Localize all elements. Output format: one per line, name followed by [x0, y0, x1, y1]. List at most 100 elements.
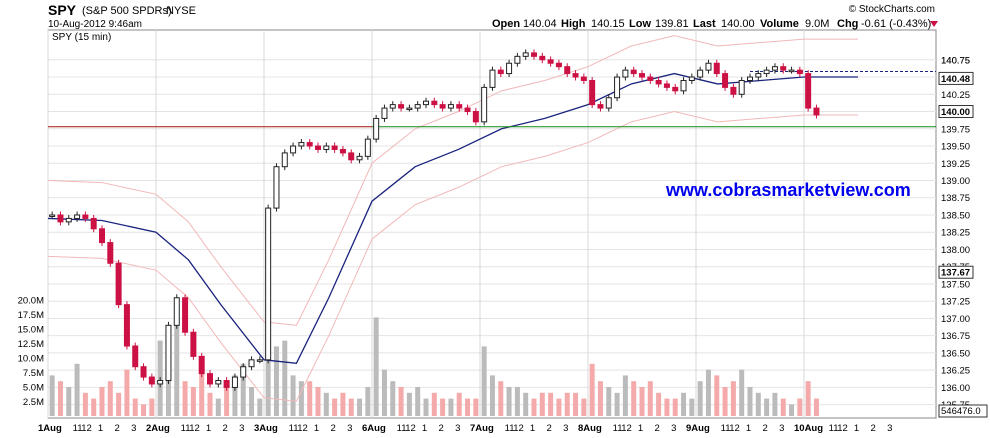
- candle-body: [647, 76, 654, 81]
- candle-body: [215, 380, 222, 385]
- volume-bar: [298, 381, 304, 416]
- volume-bar: [149, 398, 155, 416]
- volume-bar: [82, 392, 88, 416]
- volume-bar: [523, 392, 529, 416]
- candle-body: [605, 97, 612, 109]
- y-tick-label: 137.50: [941, 279, 970, 290]
- watermark-text: www.cobrasmarketview.com: [665, 180, 911, 200]
- candle-body: [481, 86, 488, 123]
- candle-body: [531, 52, 537, 57]
- candle-body: [763, 69, 770, 75]
- volume-tick-label: 20.0M: [18, 296, 44, 307]
- volume-bar: [431, 392, 437, 416]
- volume-bar: [473, 398, 479, 416]
- x-hour-label: 2: [870, 423, 875, 434]
- volume-bar: [697, 381, 703, 416]
- volume-bar: [514, 387, 520, 416]
- x-day-label: 1Aug: [38, 423, 62, 434]
- candle-body: [580, 76, 587, 81]
- volume-bar: [597, 381, 603, 416]
- volume-bar: [315, 387, 321, 416]
- candle-body: [148, 376, 155, 385]
- x-hour-label: 3: [887, 423, 892, 434]
- volume-bar: [415, 387, 421, 416]
- candle-body: [672, 86, 679, 92]
- x-hour-label: 3: [239, 423, 244, 434]
- candle-body: [132, 345, 139, 368]
- volume-bar: [373, 317, 379, 416]
- volume-bar: [99, 387, 105, 416]
- candle-body: [472, 111, 479, 123]
- volume-bar: [323, 392, 329, 416]
- volume-bar: [564, 392, 570, 416]
- volume-bar: [348, 398, 354, 416]
- volume-bar: [357, 398, 363, 416]
- volume-bar: [805, 381, 811, 416]
- candle-body: [207, 373, 213, 385]
- candle-body: [464, 107, 471, 113]
- last-label: Last: [693, 18, 716, 30]
- volume-bar: [489, 375, 495, 416]
- volume-bar: [232, 375, 238, 416]
- volume-bar: [714, 375, 720, 416]
- volume-bar: [141, 404, 147, 416]
- x-hour-label: 1: [854, 423, 859, 434]
- last-value: 140.00: [721, 18, 755, 30]
- candle-body: [65, 217, 72, 223]
- candle-body: [82, 214, 89, 219]
- volume-bar: [423, 398, 429, 416]
- candle-body: [298, 142, 305, 147]
- candle-body: [173, 297, 180, 326]
- x-hour-label: 2: [654, 423, 659, 434]
- volume-bar: [182, 381, 188, 416]
- volume-bar: [257, 398, 263, 416]
- candle-body: [281, 152, 288, 168]
- candle-body: [572, 73, 579, 78]
- x-hour-label: 2: [222, 423, 227, 434]
- volume-tick-label: 15.0M: [18, 325, 44, 336]
- volume-bar: [772, 392, 778, 416]
- candle-body: [157, 380, 164, 385]
- candle-body: [406, 107, 413, 111]
- chart-datetime: 10-Aug-2012 9:46am: [48, 19, 142, 30]
- candle-body: [265, 207, 272, 361]
- volume-bar: [556, 398, 562, 416]
- volume-bar: [74, 363, 80, 416]
- volume-bar: [789, 404, 795, 416]
- x-hour-label: 12: [729, 423, 740, 434]
- candle-body: [813, 107, 820, 116]
- change-value: -0.61 (-0.43%): [861, 18, 931, 30]
- volume-bar: [107, 381, 113, 416]
- x-hour-label: 1: [530, 423, 535, 434]
- y-tick-label: 136.25: [941, 366, 970, 377]
- volume-bar: [340, 392, 346, 416]
- volume-bar: [780, 398, 786, 416]
- candle-body: [614, 76, 621, 99]
- volume-bar: [465, 398, 471, 416]
- candle-body: [555, 62, 562, 68]
- chart-symbol: SPY: [48, 2, 77, 18]
- volume-label: Volume: [760, 18, 799, 30]
- candle-body: [622, 69, 629, 78]
- volume-bar: [548, 392, 554, 416]
- candle-body: [57, 214, 64, 223]
- candle-body: [306, 142, 313, 147]
- volume-bar: [755, 392, 761, 416]
- volume-bar: [165, 363, 171, 416]
- candle-body: [240, 366, 247, 378]
- price-candles: [49, 49, 820, 391]
- x-hour-label: 3: [347, 423, 352, 434]
- candle-body: [231, 376, 238, 388]
- candle-body: [630, 69, 637, 75]
- volume-last-label: 546476.0: [941, 406, 981, 417]
- volume-bar: [622, 375, 628, 416]
- x-hour-label: 12: [189, 423, 200, 434]
- x-hour-label: 1: [638, 423, 643, 434]
- volume-bar: [614, 392, 620, 416]
- volume-bar: [265, 358, 271, 416]
- down-arrow-icon: [930, 21, 938, 27]
- candle-body: [456, 104, 463, 109]
- volume-bar: [797, 398, 803, 416]
- volume-tick-label: 5.0M: [23, 383, 44, 394]
